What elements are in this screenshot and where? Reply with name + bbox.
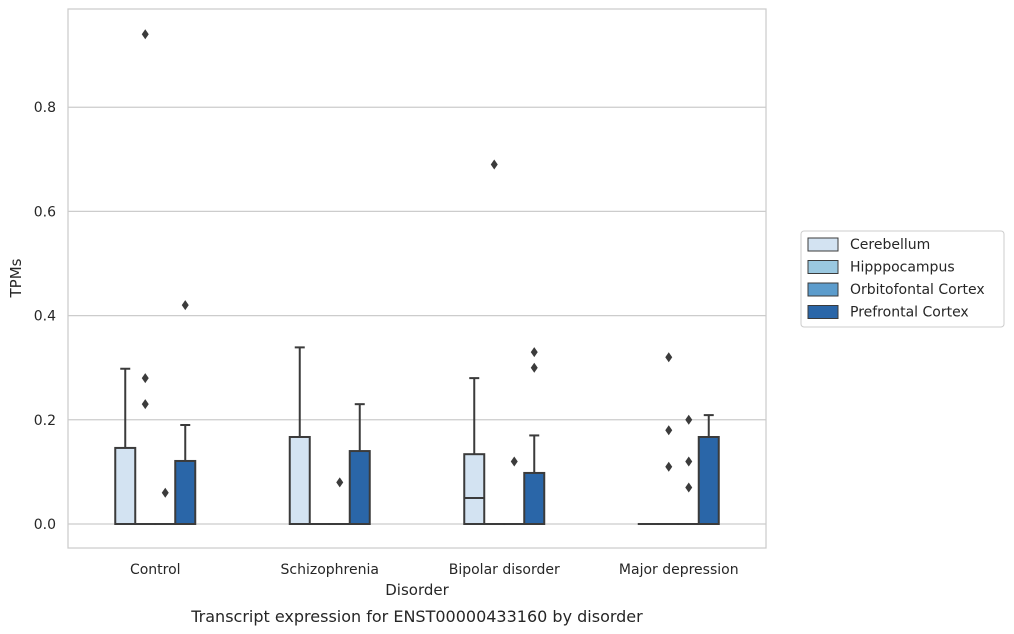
gridlines	[68, 106, 766, 525]
legend-swatch	[807, 282, 839, 297]
y-tick-label: 0.2	[34, 413, 56, 429]
box-3-2	[677, 414, 700, 526]
box-body	[697, 435, 720, 526]
outlier-marker	[490, 159, 498, 170]
y-tick-label: 0.8	[34, 100, 56, 116]
box-body	[114, 446, 137, 525]
outlier-marker	[181, 300, 189, 311]
outlier-marker	[161, 487, 169, 498]
outlier-marker	[665, 425, 673, 436]
y-tick-label: 0.4	[34, 309, 56, 325]
box-0-1	[134, 29, 157, 526]
box-0-3	[174, 300, 197, 526]
outlier-marker	[336, 477, 344, 488]
legend-swatch	[807, 305, 839, 319]
y-tick-label: 0.6	[34, 204, 56, 220]
x-axis-ticks: Control Schizophrenia Bipolar disorder Majo…	[130, 562, 739, 578]
legend-label: Hipppocampus	[850, 260, 955, 276]
y-axis-label: TPMs	[7, 258, 25, 298]
legend-label: Orbitofontal Cortex	[850, 282, 985, 298]
legend-label: Prefrontal Cortex	[850, 305, 969, 321]
box-body	[288, 435, 311, 526]
x-axis-label: Disorder	[385, 581, 449, 599]
outlier-marker	[141, 29, 149, 40]
box-1-2	[328, 477, 351, 526]
legend-label: Cerebellum	[850, 237, 930, 253]
legend-swatch	[807, 260, 839, 274]
x-tick-label: Control	[130, 562, 181, 578]
outlier-marker	[530, 347, 538, 358]
box-body	[174, 459, 197, 526]
outlier-marker	[530, 362, 538, 373]
y-tick-label: 0.0	[34, 517, 56, 533]
box-0-0	[114, 367, 137, 525]
chart-caption: Transcript expression for ENST0000043316…	[190, 607, 643, 626]
box-2-3	[523, 347, 546, 525]
legend: Cerebellum Hipppocampus Orbitofontal Corte…	[800, 230, 1005, 328]
outlier-marker	[141, 399, 149, 410]
box-2-2	[503, 456, 526, 526]
box-body	[523, 471, 546, 525]
legend-swatch	[807, 237, 839, 252]
x-tick-label: Schizophrenia	[281, 562, 379, 578]
outlier-marker	[141, 373, 149, 384]
legend-frame	[800, 230, 1005, 328]
box-0-2	[154, 487, 177, 526]
box-1-3	[348, 403, 371, 525]
outlier-marker	[685, 456, 693, 467]
box-1-0	[288, 346, 311, 526]
box-2-1	[483, 159, 506, 526]
x-tick-label: Major depression	[619, 562, 739, 578]
outlier-marker	[665, 352, 673, 363]
outlier-marker	[685, 482, 693, 493]
box-series	[114, 29, 720, 526]
outlier-marker	[510, 456, 518, 467]
box-2-0	[463, 377, 486, 526]
box-3-1	[657, 352, 680, 526]
outlier-marker	[685, 414, 693, 425]
box-body	[463, 453, 486, 526]
x-tick-label: Bipolar disorder	[449, 562, 560, 578]
y-axis-ticks: 0.0 0.2 0.4 0.6 0.8	[34, 100, 56, 533]
plot-frame	[67, 8, 767, 549]
box-body	[348, 450, 371, 525]
box-3-3	[697, 414, 720, 526]
outlier-marker	[665, 461, 673, 472]
